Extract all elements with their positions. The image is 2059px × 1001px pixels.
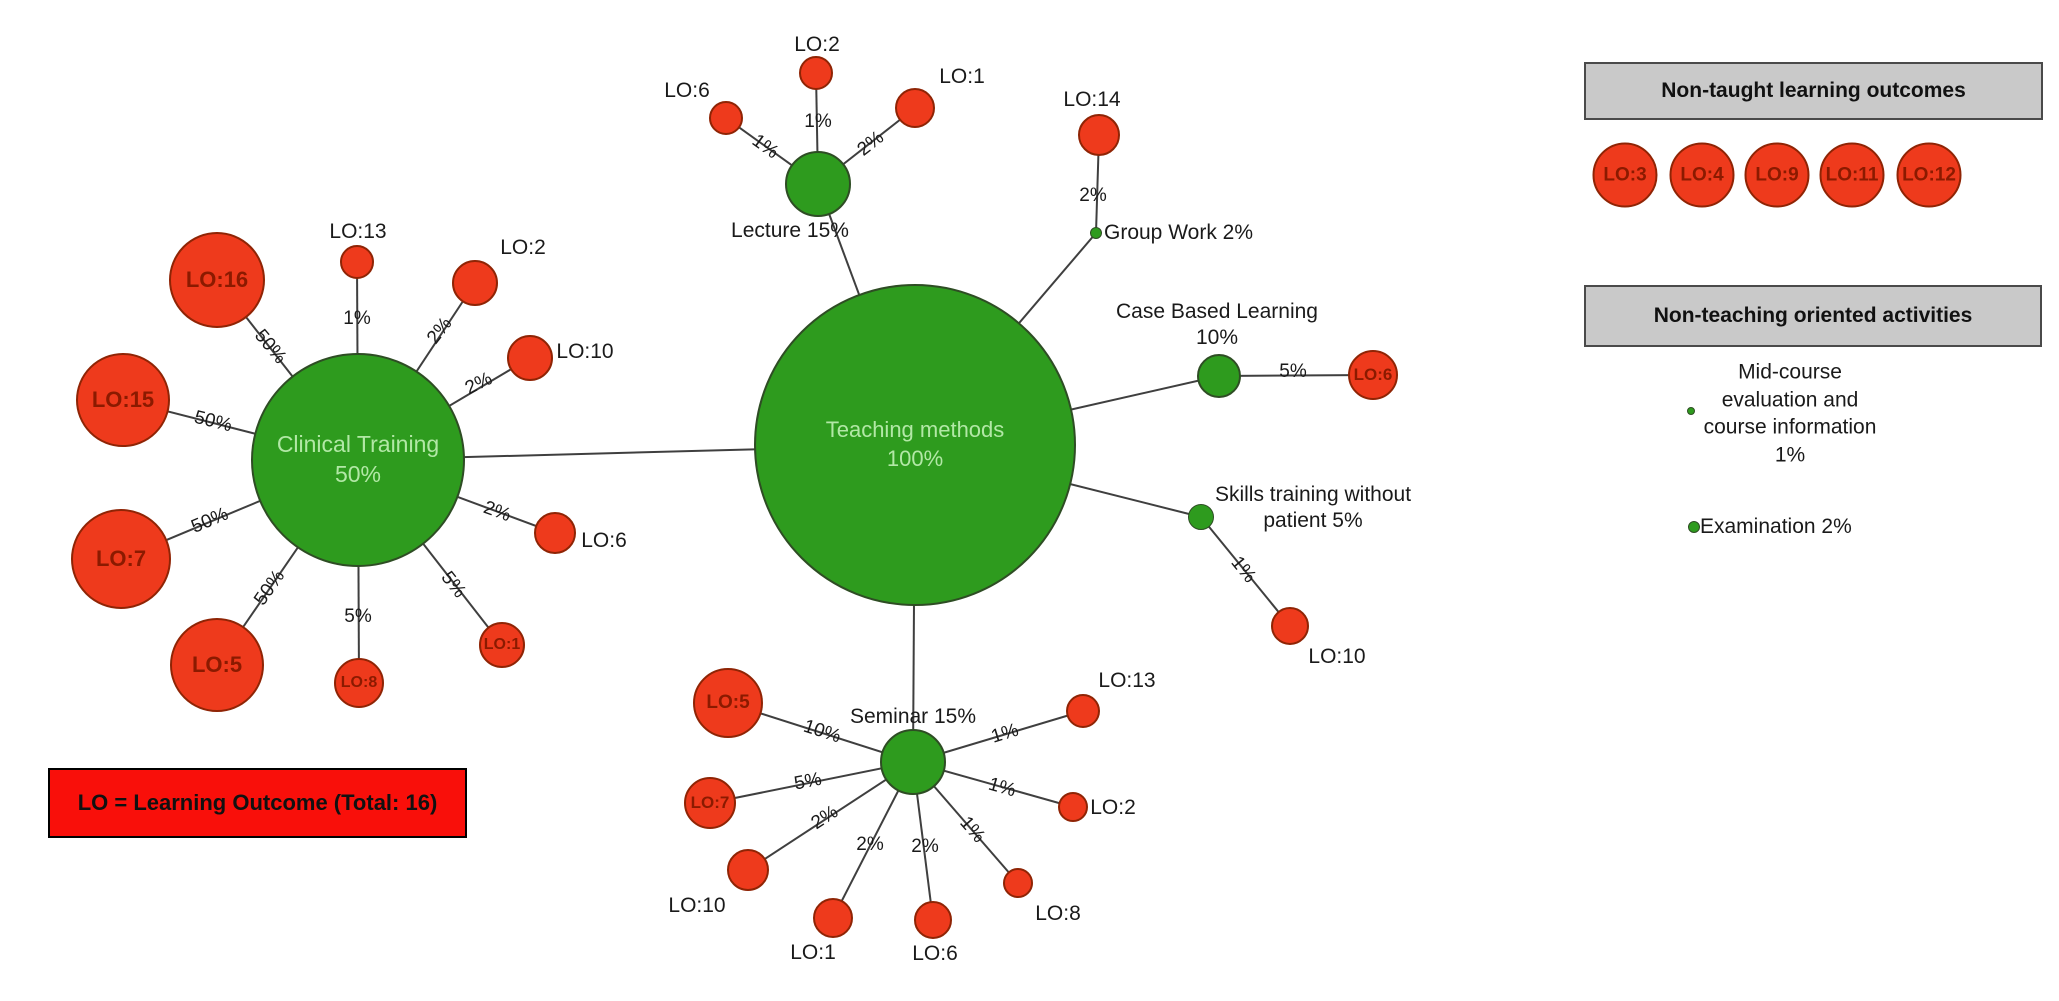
case-based-hub (1197, 354, 1241, 398)
non-taught-title: Non-taught learning outcomes (1661, 79, 1966, 102)
non-taught-lo12-node: LO:12 (1896, 142, 1962, 208)
legend-box: LO = Learning Outcome (Total: 16) (48, 768, 467, 838)
clinical-lo5-label: LO:5 (191, 652, 243, 678)
clinical-lo2-node (452, 260, 498, 306)
seminar-lo2-label: LO:2 (1090, 795, 1136, 819)
examination-dot (1688, 521, 1700, 533)
seminar-lo6-label: LO:6 (912, 941, 958, 965)
non-taught-lo3-node: LO:3 (1592, 142, 1658, 208)
seminar-lo7-label: LO:7 (690, 793, 730, 813)
group-work-label: Group Work 2% (1104, 220, 1253, 244)
clinical-lo16-node: LO:16 (169, 232, 265, 328)
lecture-lo2-pct: 1% (804, 111, 832, 133)
mid-course-dot (1687, 407, 1695, 415)
skills-lo10-node (1271, 607, 1309, 645)
clinical-lo2-label: LO:2 (500, 235, 546, 259)
clinical-lo13-node (340, 245, 374, 279)
edge-skills-lo10 (1200, 516, 1291, 627)
clinical-lo5-node: LO:5 (170, 618, 264, 712)
clinical-lo15-node: LO:15 (76, 353, 170, 447)
clinical-training-hub: Clinical Training 50% (251, 353, 465, 567)
seminar-lo1-node (813, 898, 853, 938)
skills-training-label: Skills training without patient 5% (1214, 482, 1412, 532)
skills-lo10-label: LO:10 (1308, 644, 1366, 668)
lecture-lo1-label: LO:1 (939, 64, 985, 88)
non-taught-lo9-label: LO:9 (1755, 164, 1799, 186)
teaching-methods-label: Teaching methods 100% (825, 417, 1005, 471)
clinical-lo16-label: LO:16 (185, 267, 249, 293)
lecture-lo6-node (709, 101, 743, 135)
clinical-lo6-node (534, 512, 576, 554)
clinical-lo8-node: LO:8 (334, 658, 384, 708)
seminar-lo8-node (1003, 868, 1033, 898)
clinical-lo7-node: LO:7 (71, 509, 171, 609)
seminar-hub (880, 729, 946, 795)
examination-label: Examination 2% (1700, 514, 1852, 538)
edge-seminar-lo7 (709, 761, 914, 804)
seminar-lo5-node: LO:5 (693, 668, 763, 738)
edge-casebased-lo6 (1218, 374, 1374, 377)
seminar-lo8-label: LO:8 (1035, 901, 1081, 925)
lecture-lo2-node (799, 56, 833, 90)
seminar-lo2-node (1058, 792, 1088, 822)
non-taught-panel-header: Non-taught learning outcomes (1584, 62, 2043, 120)
casebased-lo6-node: LO:6 (1348, 350, 1398, 400)
seminar-lo13-label: LO:13 (1098, 668, 1156, 692)
case-based-label: Case Based Learning 10% (1116, 299, 1318, 349)
non-taught-lo11-label: LO:11 (1825, 164, 1879, 186)
casebased-lo6-pct: 5% (1279, 361, 1307, 383)
non-teaching-title: Non-teaching oriented activities (1653, 304, 1973, 327)
group-work-dot (1090, 227, 1102, 239)
clinical-lo7-label: LO:7 (95, 546, 147, 572)
seminar-lo1-label: LO:1 (790, 940, 836, 964)
non-taught-lo4-node: LO:4 (1669, 142, 1735, 208)
lecture-lo1-node (895, 88, 935, 128)
clinical-lo15-label: LO:15 (91, 387, 155, 413)
clinical-lo6-label: LO:6 (581, 528, 627, 552)
non-taught-lo11-node: LO:11 (1819, 142, 1885, 208)
groupwork-lo14-node (1078, 114, 1120, 156)
clinical-lo8-pct: 5% (344, 606, 372, 628)
groupwork-lo14-label: LO:14 (1063, 87, 1121, 111)
seminar-lo6-node (914, 901, 952, 939)
seminar-lo1-pct: 2% (856, 834, 884, 856)
groupwork-lo14-pct: 2% (1079, 185, 1107, 207)
mid-course-label: Mid-course evaluation and course informa… (1703, 360, 1877, 467)
clinical-lo13-pct: 1% (343, 308, 371, 330)
seminar-lo13-node (1066, 694, 1100, 728)
non-taught-lo9-node: LO:9 (1744, 142, 1810, 208)
non-taught-lo4-label: LO:4 (1680, 164, 1724, 186)
clinical-lo1-label: LO:1 (483, 635, 521, 653)
legend-label: LO = Learning Outcome (Total: 16) (77, 790, 438, 815)
seminar-lo10-node (727, 849, 769, 891)
non-teaching-panel-header: Non-teaching oriented activities (1584, 285, 2042, 347)
clinical-lo13-label: LO:13 (329, 219, 387, 243)
seminar-label: Seminar 15% (849, 704, 977, 728)
clinical-lo10-label: LO:10 (556, 339, 614, 363)
seminar-lo5-label: LO:5 (706, 692, 750, 714)
seminar-lo7-node: LO:7 (684, 777, 736, 829)
clinical-training-label: Clinical Training 50% (276, 431, 440, 487)
non-taught-lo3-label: LO:3 (1603, 164, 1647, 186)
lecture-label: Lecture 15% (731, 218, 849, 242)
casebased-lo6-label: LO:6 (1353, 365, 1393, 385)
seminar-lo10-label: LO:10 (668, 893, 726, 917)
clinical-lo10-node (507, 335, 553, 381)
clinical-lo1-node: LO:1 (479, 622, 525, 668)
lecture-lo2-label: LO:2 (794, 32, 840, 56)
skills-training-dot (1188, 504, 1214, 530)
non-taught-lo12-label: LO:12 (1902, 164, 1956, 186)
clinical-lo8-label: LO:8 (340, 673, 378, 691)
lecture-hub (785, 151, 851, 217)
seminar-lo6-pct: 2% (911, 836, 939, 858)
lecture-lo6-label: LO:6 (664, 78, 710, 102)
teaching-methods-node: Teaching methods 100% (754, 284, 1076, 606)
